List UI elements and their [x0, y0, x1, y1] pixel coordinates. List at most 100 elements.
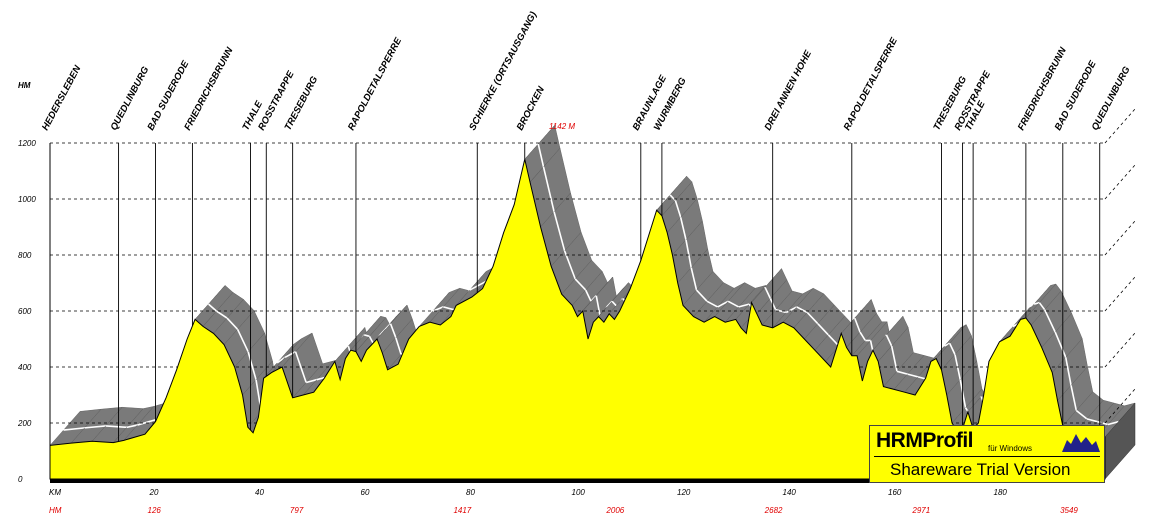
shadow-highlight [1054, 331, 1067, 358]
shadow-highlight [944, 342, 951, 347]
shadow-highlight [294, 351, 307, 383]
shadow-highlight [553, 211, 566, 252]
shadow-highlight [685, 239, 693, 268]
y-tick-label-1000: 1000 [18, 195, 36, 204]
x-tick-label-160: 160 [888, 488, 902, 497]
shadow-highlight [1086, 418, 1098, 423]
hm-cumulative-label: 2682 [764, 506, 783, 515]
shadow-highlight [1033, 301, 1040, 305]
brand-name: HRMProfil [876, 429, 974, 452]
shadow-highlight [1070, 385, 1078, 411]
x-axis-label: KM [49, 488, 61, 497]
x-tick-label-80: 80 [466, 488, 475, 497]
shareware-notice: Shareware Trial Version [890, 460, 1071, 479]
shadow-highlight [1043, 309, 1056, 333]
shadow-highlight [1038, 302, 1046, 311]
place-label: DREI ANNEN HOHE [763, 48, 815, 132]
shadow-highlight [948, 342, 956, 355]
x-tick-label-40: 40 [255, 488, 264, 497]
gridline-diag-400 [1104, 332, 1136, 368]
shadow-highlight [885, 334, 893, 347]
logo-divider [874, 456, 1100, 457]
shadow-highlight [695, 289, 708, 302]
shadow-highlight [226, 317, 239, 330]
place-label: QUEDLINBURG [1090, 64, 1133, 132]
shadow-highlight [443, 306, 455, 311]
hm-cumulative-label: 2006 [605, 506, 624, 515]
x-tick-label-140: 140 [783, 488, 797, 497]
place-label: RAPOLDETALSPERRE [346, 35, 405, 132]
shadow-highlight [806, 311, 819, 325]
shadow-highlight [1075, 409, 1088, 420]
hm-row-label: HM [49, 506, 62, 515]
place-markers [118, 143, 1101, 442]
shadow-highlight [690, 267, 698, 291]
shadow-highlight [738, 303, 750, 308]
shadow-highlight [126, 424, 138, 429]
place-label: RAPOLDETALSPERRE [842, 35, 901, 132]
shadow-highlight [1107, 420, 1119, 426]
shadow-highlight [585, 289, 592, 302]
y-tick-label-0: 0 [18, 475, 23, 484]
shadow-highlight [105, 425, 127, 429]
shadow-highlight [432, 306, 444, 312]
gridline-diag-800 [1104, 220, 1136, 256]
shadow-highlight [537, 143, 545, 168]
shadow-highlight [542, 166, 555, 212]
brand-subtitle: für Windows [988, 444, 1033, 453]
peak-label: 1142 M [549, 122, 575, 131]
shadow-highlight [674, 200, 682, 218]
hm-cumulative-label: 3549 [1060, 506, 1078, 515]
place-label: FRIEDRICHSBRUNN [182, 45, 236, 133]
y-tick-label-200: 200 [17, 419, 32, 428]
shadow-highlight [216, 310, 228, 319]
gridline-diag-200 [1104, 388, 1136, 424]
hm-cumulative-label: 1417 [453, 506, 471, 515]
shadow-highlight [305, 378, 317, 384]
x-tick-label-180: 180 [994, 488, 1008, 497]
shadow-highlight [827, 334, 840, 347]
shadow-highlight [896, 370, 908, 375]
y-tick-label-600: 600 [18, 307, 32, 316]
shadow-highlight [137, 418, 159, 426]
shadow-highlight [247, 351, 257, 380]
profile-area-fill [49, 159, 1106, 480]
hm-cumulative-label: 797 [290, 506, 304, 515]
shadow-highlight [764, 286, 772, 299]
shadow-highlight [727, 300, 740, 308]
shadow-highlight [669, 194, 676, 202]
shadow-highlight [363, 334, 370, 338]
shadow-highlight [907, 373, 919, 378]
profile-area [49, 159, 1106, 480]
shadow-highlight [706, 300, 718, 308]
shadow-highlight [276, 356, 286, 364]
gridline-diag-1000 [1104, 164, 1136, 200]
shadow-highlight [859, 331, 866, 341]
x-axis-bar [50, 479, 1105, 483]
hrmprofil-logo-box: HRMProfil für Windows Shareware Trial Ve… [869, 425, 1105, 483]
y-tick-label-400: 400 [18, 363, 32, 372]
shadow-highlight [84, 425, 106, 429]
y-axis-label: HM [18, 81, 31, 90]
shadow-highlight [208, 303, 218, 312]
x-tick-label-100: 100 [572, 488, 586, 497]
mountain-icon [1062, 434, 1100, 452]
shadow-highlight [1064, 357, 1072, 386]
gridline-diag-1200 [1104, 108, 1136, 144]
place-label: QUEDLINBURG [109, 64, 152, 132]
place-label: HEDERSLEBEN [40, 63, 84, 133]
x-tick-label-120: 120 [677, 488, 691, 497]
shadow-highlight [717, 300, 729, 308]
shadow-highlight [817, 323, 829, 336]
shadow-highlight [63, 427, 85, 431]
shadow-highlight [236, 328, 249, 353]
shadow-highlight [854, 317, 861, 333]
hm-cumulative-label: 2971 [911, 506, 930, 515]
shadow-highlight [796, 306, 808, 314]
shadow-highlight [574, 278, 587, 291]
shadow-highlight [395, 337, 402, 355]
hm-cumulative-label: 126 [148, 506, 162, 515]
y-tick-label-1200: 1200 [18, 139, 36, 148]
shadow-highlight [563, 250, 576, 280]
